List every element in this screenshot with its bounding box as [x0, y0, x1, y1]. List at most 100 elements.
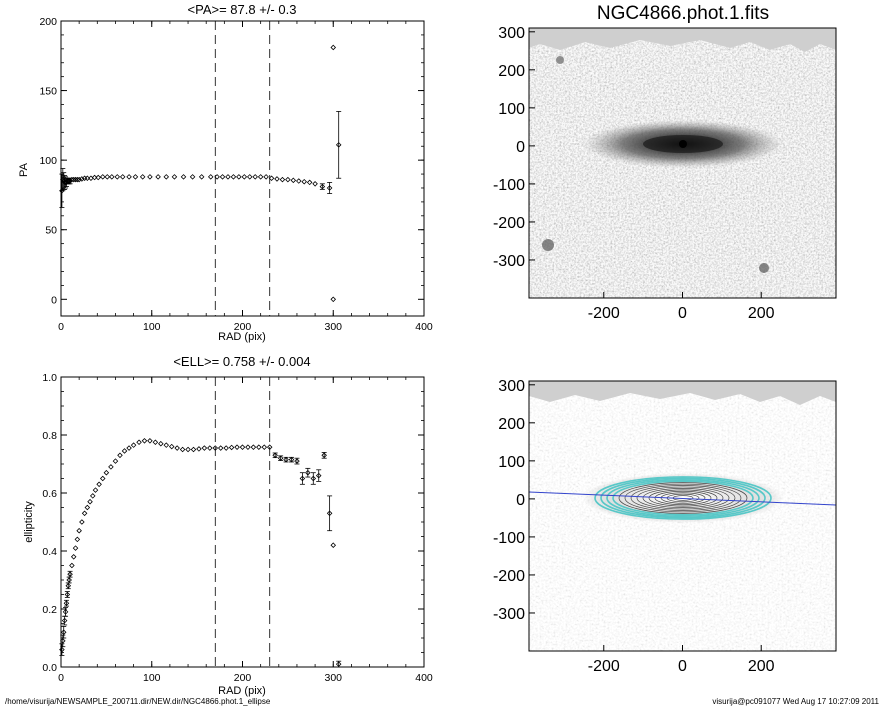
data-point [330, 44, 337, 51]
data-point [223, 445, 229, 451]
y-tick-label: 300 [498, 378, 525, 395]
data-point [64, 591, 71, 598]
data-point [196, 446, 202, 452]
data-point [261, 444, 268, 450]
ell-axes: 0 100 200 300 400 0.0 0.2 0.4 0.6 0.8 1.0 [42, 372, 433, 684]
data-point [126, 174, 132, 180]
data-point [147, 438, 153, 444]
ell-xlabel: RAD (pix) [218, 685, 266, 697]
pa-axes: 0 100 200 300 400 0 50 100 150 200 [39, 16, 432, 333]
data-point [236, 174, 242, 180]
data-point [257, 174, 264, 180]
data-point [121, 448, 128, 454]
data-point [63, 600, 70, 606]
y-tick-label: -200 [493, 568, 525, 585]
isophote-ellipse [648, 489, 718, 507]
x-tick-label: 200 [234, 672, 252, 684]
data-point [207, 174, 214, 180]
ell-data-points [59, 438, 342, 668]
data-point [72, 176, 79, 183]
y-tick-label: 1.0 [42, 372, 57, 384]
x-tick-label: 200 [748, 658, 775, 675]
data-point [152, 439, 159, 446]
y-tick-label: -200 [493, 215, 525, 232]
data-point [228, 444, 235, 451]
y-tick-label: -100 [493, 177, 525, 194]
image-title: NGC4866.phot.1.fits [597, 3, 769, 24]
y-tick-label: 0.6 [42, 488, 57, 500]
data-point [155, 174, 161, 180]
data-point [180, 174, 187, 180]
footer-path: /home/visurija/NEWSAMPLE_200711.dir/NEW.… [5, 697, 271, 706]
isophote-overlay-panel: -200 0 200 300 200 100 0 -100 -200 -300 [493, 378, 837, 675]
data-point [103, 469, 110, 476]
data-point [76, 176, 82, 183]
data-point [185, 446, 191, 453]
data-point [219, 174, 226, 180]
x-tick-label: 0 [678, 305, 687, 322]
x-tick-label: 100 [143, 672, 161, 684]
data-point [290, 177, 297, 184]
data-point [279, 176, 286, 183]
pa-ylabel: PA [18, 162, 30, 177]
data-point [76, 527, 82, 534]
data-point [136, 439, 142, 446]
data-point [246, 174, 253, 180]
data-point [285, 176, 291, 183]
data-point [163, 174, 170, 180]
data-point [163, 442, 170, 448]
pa-xlabel: RAD (pix) [218, 331, 266, 343]
pa-title: <PA>= 87.8 +/- 0.3 [188, 2, 297, 17]
x-tick-label: 300 [324, 321, 342, 333]
data-point [147, 174, 153, 180]
data-point [132, 174, 139, 180]
data-point [252, 174, 258, 180]
background-star [759, 263, 769, 273]
data-point [87, 498, 93, 505]
y-tick-label: 0 [51, 294, 57, 306]
data-point [241, 174, 248, 180]
pa-data-points [59, 44, 342, 303]
isophote-ellipse [654, 490, 712, 506]
isophote-ellipse [636, 486, 730, 510]
ell-ylabel: ellipticity [23, 501, 35, 543]
ell-plot-frame [60, 376, 425, 668]
isophote-ellipse [618, 482, 748, 514]
data-point [72, 545, 79, 551]
data-point [69, 176, 75, 183]
isophote-ellipse [642, 488, 724, 508]
data-point [139, 174, 146, 180]
x-tick-label: 0 [678, 658, 687, 675]
data-point [305, 469, 311, 476]
data-point [89, 493, 96, 499]
data-point [207, 445, 213, 451]
data-point [277, 455, 284, 461]
y-tick-label: -100 [493, 530, 525, 547]
data-point [112, 458, 119, 464]
data-point [250, 444, 257, 450]
data-point [126, 445, 132, 451]
background-star [556, 56, 564, 64]
data-point [306, 179, 313, 186]
data-point [65, 583, 72, 589]
data-point [310, 475, 317, 482]
y-tick-label: 50 [45, 225, 57, 237]
y-tick-label: 0 [516, 139, 525, 156]
data-point [295, 178, 302, 184]
data-point [84, 175, 91, 182]
data-point [108, 464, 114, 470]
x-tick-label: -200 [588, 305, 620, 322]
data-point [174, 445, 180, 451]
x-tick-label: 300 [324, 672, 342, 684]
y-tick-label: -300 [493, 606, 525, 623]
data-point [201, 445, 208, 451]
data-point [119, 174, 126, 180]
data-point [212, 445, 219, 451]
pa-panel: <PA>= 87.8 +/- 0.3 0 100 200 300 400 0 50 100 15… [18, 2, 433, 343]
footer-timestamp: visurija@pc091077 Wed Aug 17 10:27:09 20… [712, 697, 879, 706]
data-point [234, 444, 240, 450]
data-point [266, 444, 273, 450]
y-tick-label: 100 [498, 101, 525, 118]
data-point [330, 542, 337, 548]
